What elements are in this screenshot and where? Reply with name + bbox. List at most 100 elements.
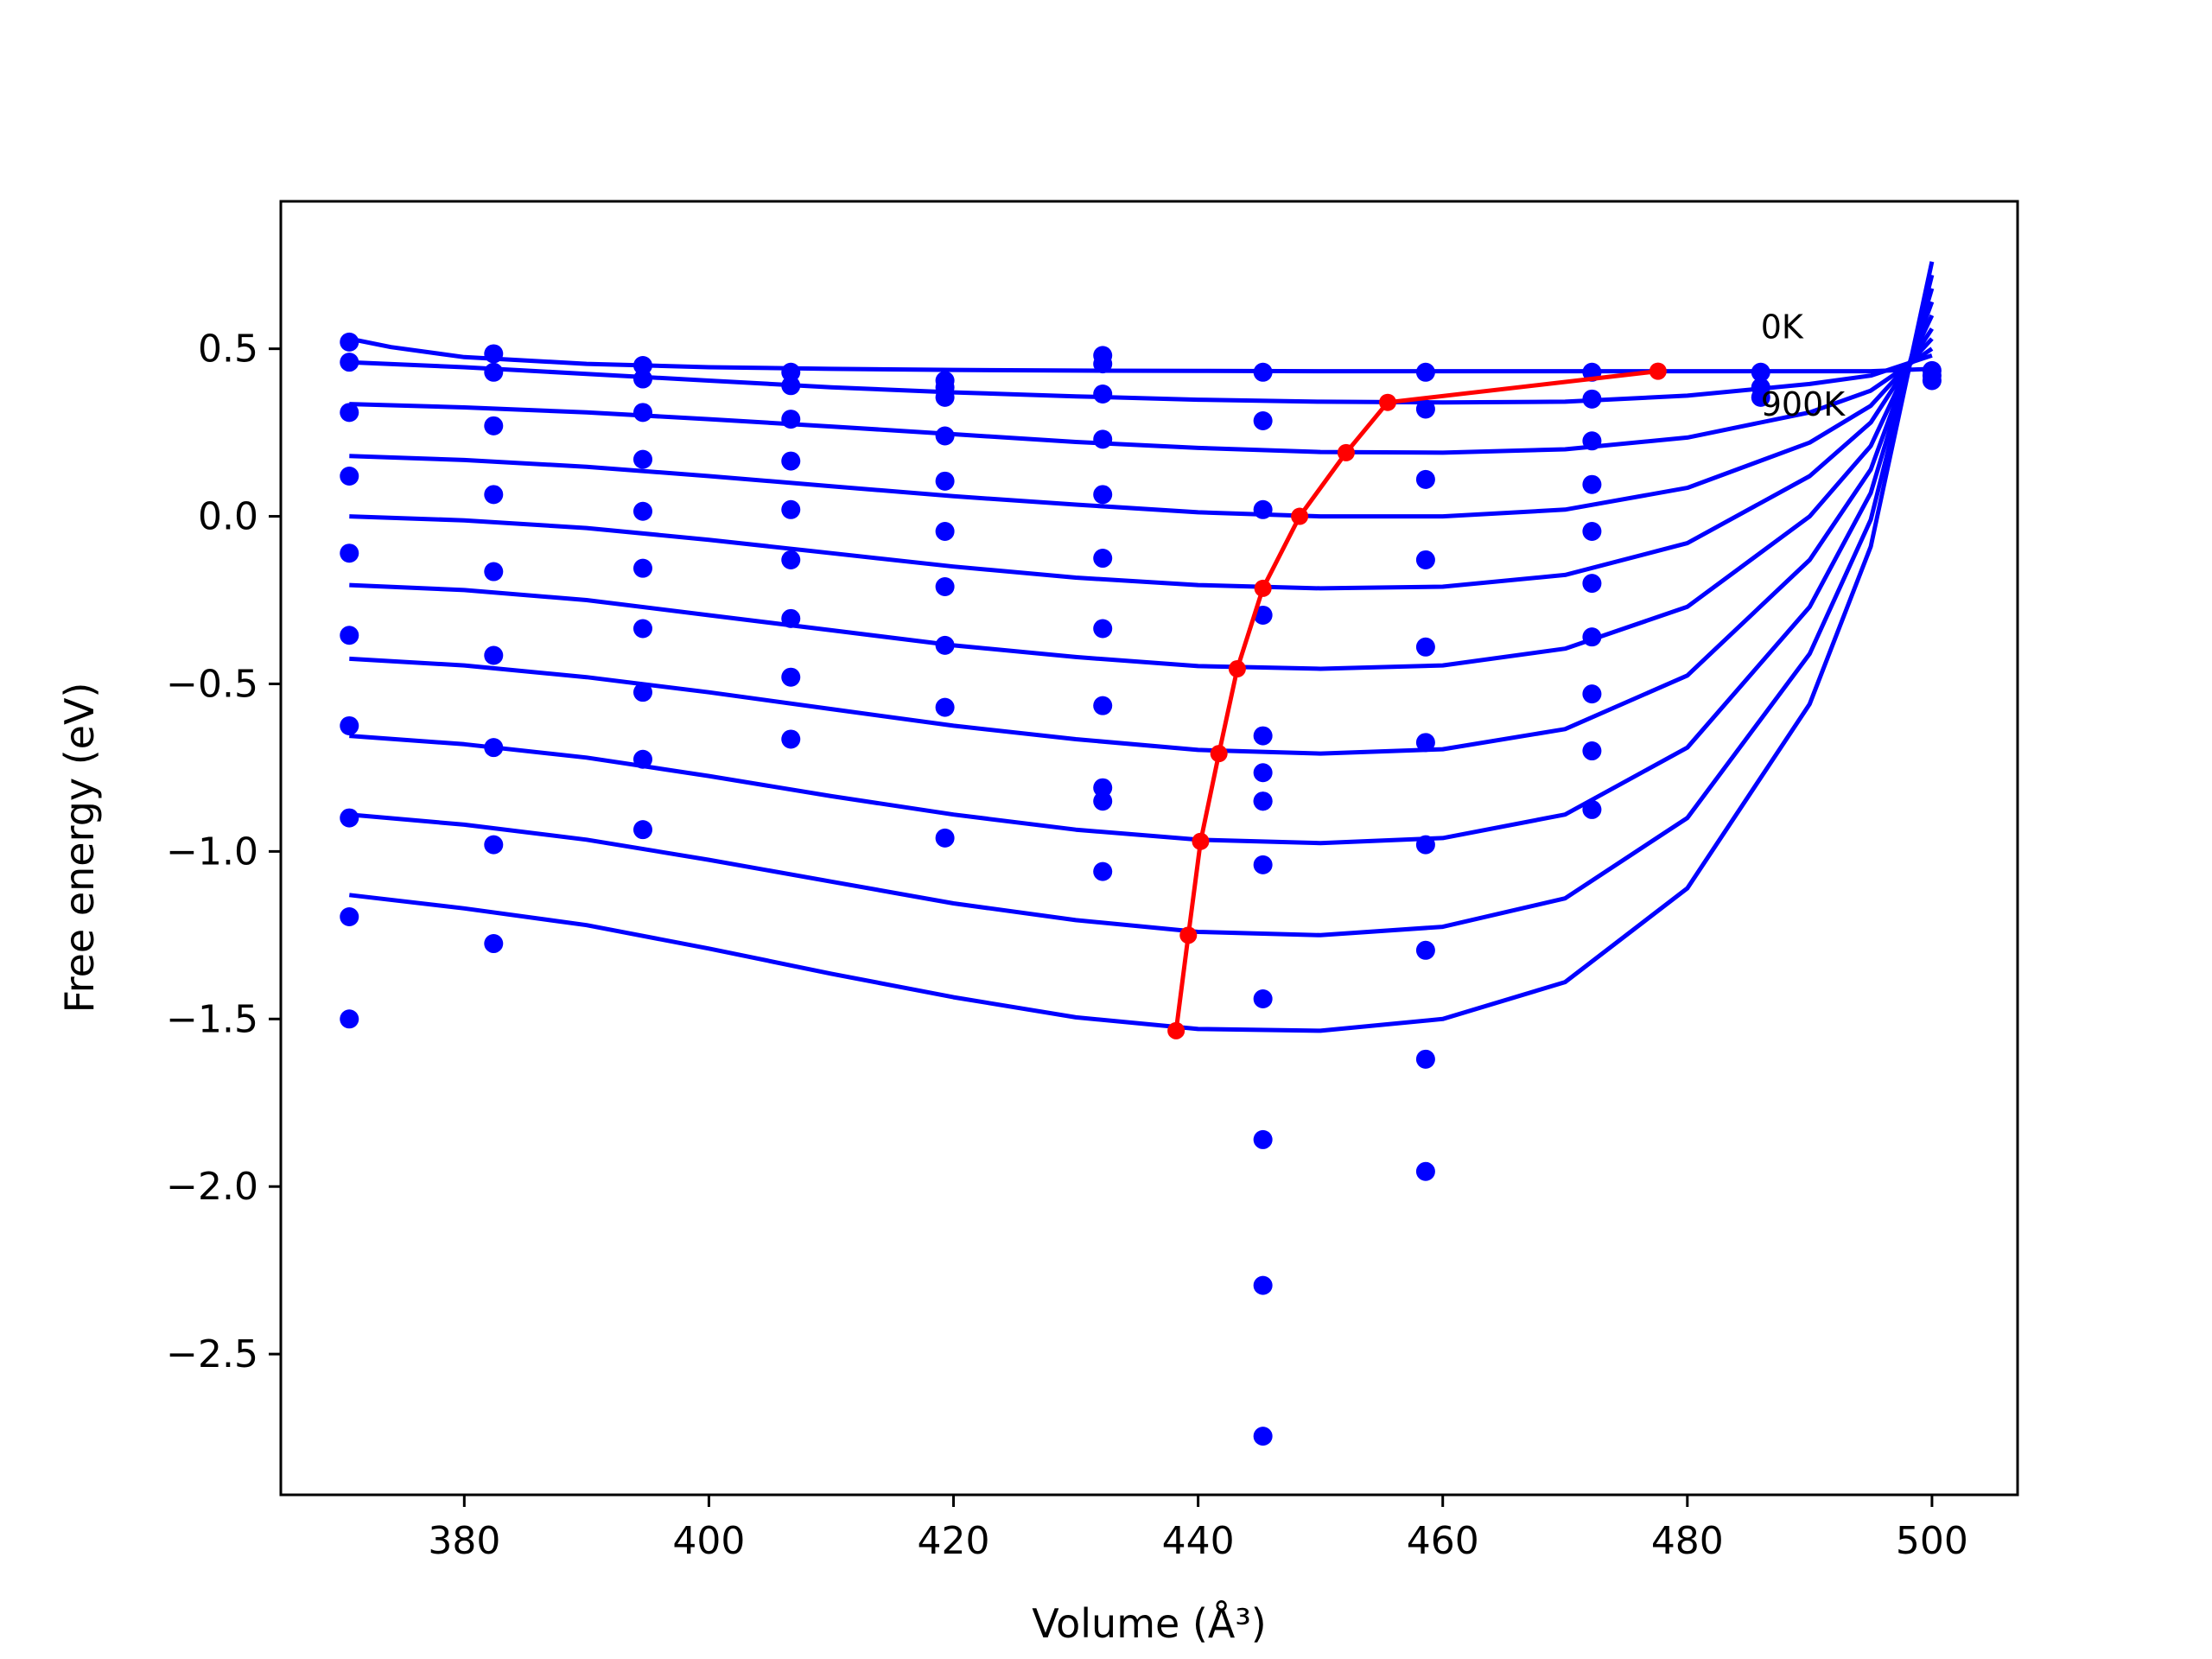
data-point: [1253, 726, 1273, 746]
minimum-point: [1291, 507, 1309, 525]
y-tick-label: 0.0: [198, 495, 258, 539]
minimum-point: [1649, 362, 1667, 380]
data-point: [1582, 741, 1602, 761]
data-point: [781, 451, 801, 471]
data-point: [1093, 354, 1113, 374]
data-point: [1093, 384, 1113, 404]
data-point: [484, 362, 504, 382]
y-tick-label: −1.5: [166, 997, 258, 1041]
data-point: [935, 522, 955, 542]
x-tick-label: 420: [918, 1519, 990, 1563]
data-point: [1253, 411, 1273, 431]
x-axis-label: Volume (Å³): [1032, 1600, 1267, 1647]
data-point: [935, 471, 955, 491]
data-point: [1253, 362, 1273, 382]
y-tick-label: −0.5: [166, 662, 258, 706]
x-tick-label: 380: [428, 1519, 500, 1563]
data-point: [935, 426, 955, 446]
data-point: [1093, 549, 1113, 569]
data-point: [340, 353, 359, 372]
data-point: [1093, 429, 1113, 449]
data-point: [484, 645, 504, 665]
data-point: [781, 410, 801, 429]
data-point: [340, 715, 359, 735]
data-point: [632, 619, 652, 639]
fit-curve-0: [348, 336, 1932, 374]
data-point: [1093, 619, 1113, 639]
data-point: [935, 697, 955, 717]
fit-curve-2: [349, 346, 1934, 455]
data-point: [1751, 387, 1770, 407]
data-point: [632, 501, 652, 521]
data-point: [1093, 778, 1113, 798]
data-point: [1415, 550, 1435, 569]
data-point: [632, 369, 652, 389]
y-axis-label: Free energy (eV): [56, 683, 103, 1014]
data-point: [632, 820, 652, 840]
data-point: [1582, 627, 1602, 647]
data-point: [340, 1009, 359, 1029]
data-point: [781, 376, 801, 396]
data-point: [484, 835, 504, 855]
x-tick-label: 480: [1651, 1519, 1724, 1563]
data-point: [1253, 1275, 1273, 1295]
minimum-path-line: [1173, 369, 1659, 1032]
data-point: [1253, 791, 1273, 811]
data-point: [632, 683, 652, 702]
minimum-point: [1379, 393, 1397, 411]
data-point: [632, 356, 652, 376]
x-tick-label: 500: [1896, 1519, 1968, 1563]
data-point: [1415, 469, 1435, 489]
data-point: [340, 332, 359, 352]
data-point: [1415, 1049, 1435, 1069]
fit-curve-5: [349, 314, 1935, 671]
data-point: [781, 499, 801, 519]
data-point: [1253, 1427, 1273, 1446]
data-point: [340, 626, 359, 645]
plot-frame: [279, 200, 2019, 1497]
data-point: [935, 576, 955, 596]
data-point: [1253, 605, 1273, 625]
fit-curves: [348, 261, 1935, 1033]
data-point: [340, 403, 359, 423]
data-point: [1751, 362, 1770, 382]
minimum-point: [1228, 660, 1246, 678]
data-point: [781, 667, 801, 687]
minimum-point: [1192, 832, 1210, 850]
fit-curve-8: [349, 274, 1935, 938]
data-point: [484, 416, 504, 435]
data-point: [340, 543, 359, 563]
x-tick-label: 400: [672, 1519, 745, 1563]
data-point: [340, 808, 359, 828]
data-point: [1253, 499, 1273, 519]
fit-curve-6: [349, 301, 1935, 756]
data-point: [1415, 1161, 1435, 1181]
minimum-path: [1167, 362, 1667, 1039]
minimum-point: [1179, 926, 1198, 944]
data-point: [1582, 389, 1602, 409]
fit-curve-9: [349, 261, 1935, 1033]
data-point: [1093, 861, 1113, 881]
y-tick-label: 0.5: [198, 327, 258, 372]
fit-curve-4: [349, 327, 1934, 591]
data-point: [1415, 399, 1435, 419]
data-point: [1253, 989, 1273, 1009]
data-point: [781, 729, 801, 749]
data-point: [1093, 696, 1113, 715]
data-point: [1415, 835, 1435, 855]
data-point: [1253, 763, 1273, 783]
data-point: [632, 558, 652, 578]
y-tick-label: −1.0: [166, 830, 258, 874]
annotations: 0K 900K: [1761, 308, 1847, 423]
data-point: [1253, 1129, 1273, 1149]
data-point: [484, 738, 504, 758]
data-point: [781, 608, 801, 628]
minimum-point: [1337, 443, 1355, 461]
data-point: [935, 387, 955, 407]
data-point: [1922, 371, 1942, 391]
data-point: [1582, 474, 1602, 494]
y-axis-ticks: 0.5 0.0 −0.5 −1.0 −1.5 −2.0 −2.5: [166, 327, 281, 1376]
data-point: [1415, 637, 1435, 657]
